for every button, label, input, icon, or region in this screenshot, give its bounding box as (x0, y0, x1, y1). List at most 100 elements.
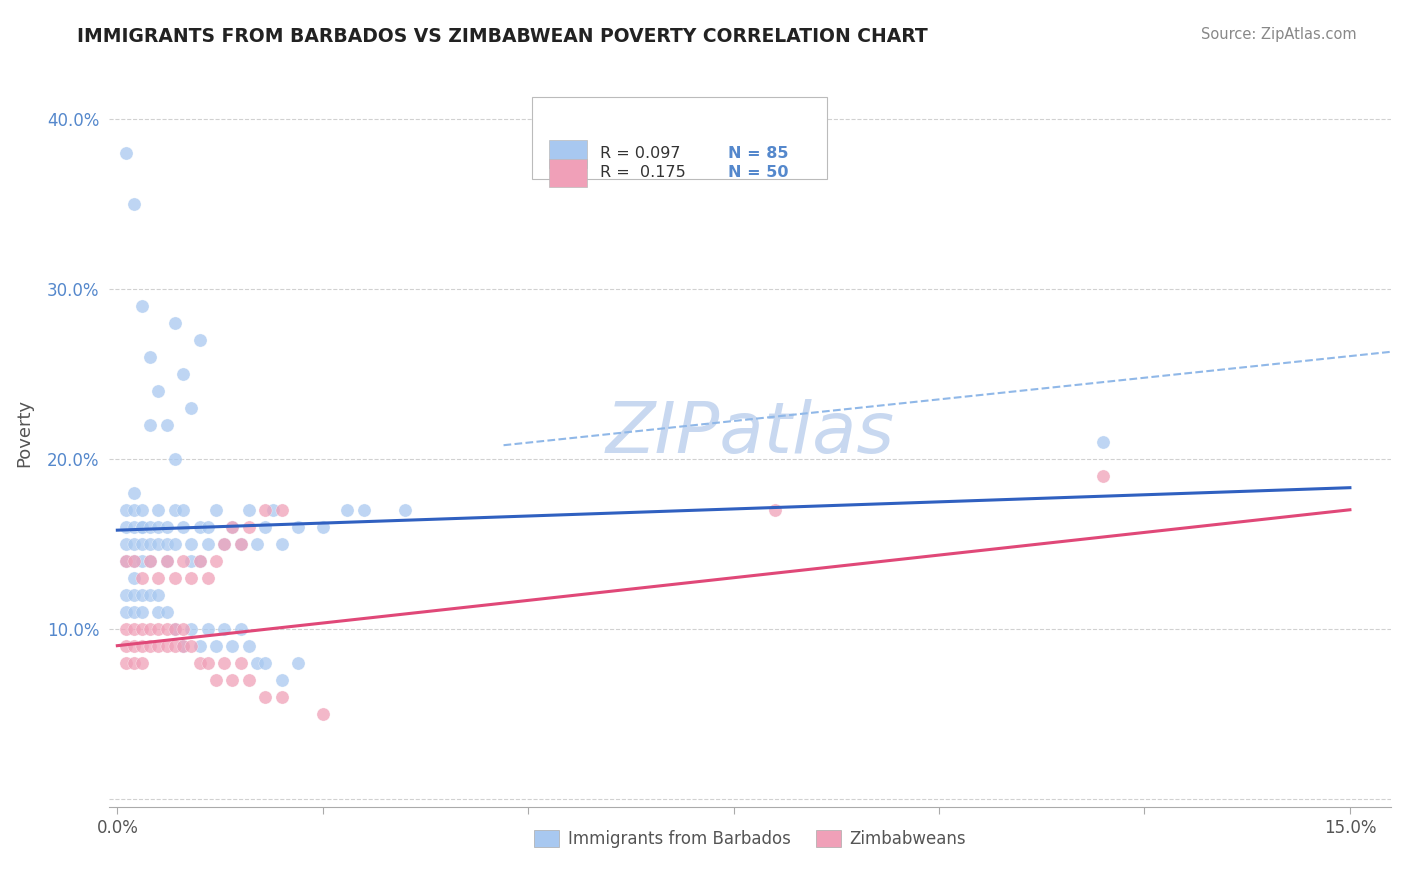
Point (156, 554, 179, 568)
Point (122, 571, 145, 585)
Point (188, 554, 211, 568)
Point (312, 706, 335, 721)
Point (172, 502, 194, 516)
Point (205, 502, 228, 516)
Point (238, 673, 260, 687)
Point (197, 571, 219, 585)
Text: IMMIGRANTS FROM BARBADOS VS ZIMBABWEAN POVERTY CORRELATION CHART: IMMIGRANTS FROM BARBADOS VS ZIMBABWEAN P… (77, 27, 928, 45)
Point (122, 520, 145, 534)
FancyBboxPatch shape (531, 97, 827, 179)
Point (139, 537, 162, 551)
Point (131, 605, 153, 619)
Text: N = 50: N = 50 (728, 165, 789, 179)
Point (148, 571, 170, 585)
Point (148, 520, 170, 534)
Point (131, 520, 153, 534)
Point (148, 588, 170, 602)
Point (114, 146, 136, 161)
Point (229, 537, 252, 551)
Point (197, 622, 219, 636)
Point (270, 537, 292, 551)
Point (254, 656, 277, 670)
Point (254, 520, 277, 534)
Point (205, 554, 228, 568)
Point (114, 639, 136, 653)
Point (163, 622, 186, 636)
Point (122, 605, 145, 619)
Point (163, 451, 186, 466)
Point (312, 520, 335, 534)
Point (114, 622, 136, 636)
Point (336, 502, 359, 516)
Point (172, 622, 194, 636)
Legend: Immigrants from Barbados, Zimbabweans: Immigrants from Barbados, Zimbabweans (527, 823, 973, 855)
Point (172, 520, 194, 534)
Point (197, 537, 219, 551)
Point (212, 622, 235, 636)
Point (131, 656, 153, 670)
Point (246, 656, 269, 670)
Point (131, 502, 153, 516)
Point (1092, 468, 1115, 483)
Point (229, 656, 252, 670)
Point (156, 537, 179, 551)
Point (122, 537, 145, 551)
Point (114, 588, 136, 602)
Point (114, 605, 136, 619)
Point (180, 401, 202, 415)
Point (163, 622, 186, 636)
Point (139, 350, 162, 364)
Point (139, 622, 162, 636)
Point (163, 502, 186, 516)
Point (205, 673, 228, 687)
Point (122, 197, 145, 211)
Point (254, 502, 277, 516)
Point (172, 554, 194, 568)
Point (131, 622, 153, 636)
Point (163, 639, 186, 653)
Point (131, 554, 153, 568)
Point (131, 639, 153, 653)
FancyBboxPatch shape (548, 159, 588, 187)
Point (188, 520, 211, 534)
Point (221, 520, 243, 534)
Point (122, 554, 145, 568)
Point (122, 485, 145, 500)
Point (131, 571, 153, 585)
Point (353, 502, 375, 516)
Point (221, 520, 243, 534)
Text: R = 0.097: R = 0.097 (600, 146, 681, 161)
Point (139, 588, 162, 602)
Point (221, 673, 243, 687)
Point (148, 384, 170, 398)
Point (270, 690, 292, 704)
Point (131, 537, 153, 551)
Point (180, 537, 202, 551)
Point (238, 520, 260, 534)
Point (270, 673, 292, 687)
Point (188, 333, 211, 347)
Point (212, 537, 235, 551)
Y-axis label: Poverty: Poverty (15, 400, 32, 467)
Point (122, 656, 145, 670)
Point (139, 417, 162, 432)
Point (229, 537, 252, 551)
Point (254, 690, 277, 704)
Point (287, 656, 309, 670)
Text: R =  0.175: R = 0.175 (600, 165, 686, 179)
Point (394, 502, 416, 516)
Point (172, 639, 194, 653)
Point (114, 554, 136, 568)
Point (212, 537, 235, 551)
Point (156, 520, 179, 534)
Point (205, 639, 228, 653)
Point (139, 554, 162, 568)
Point (156, 605, 179, 619)
Point (246, 537, 269, 551)
Point (163, 316, 186, 330)
Point (131, 588, 153, 602)
Point (122, 639, 145, 653)
Point (197, 520, 219, 534)
Point (180, 639, 202, 653)
Point (229, 622, 252, 636)
